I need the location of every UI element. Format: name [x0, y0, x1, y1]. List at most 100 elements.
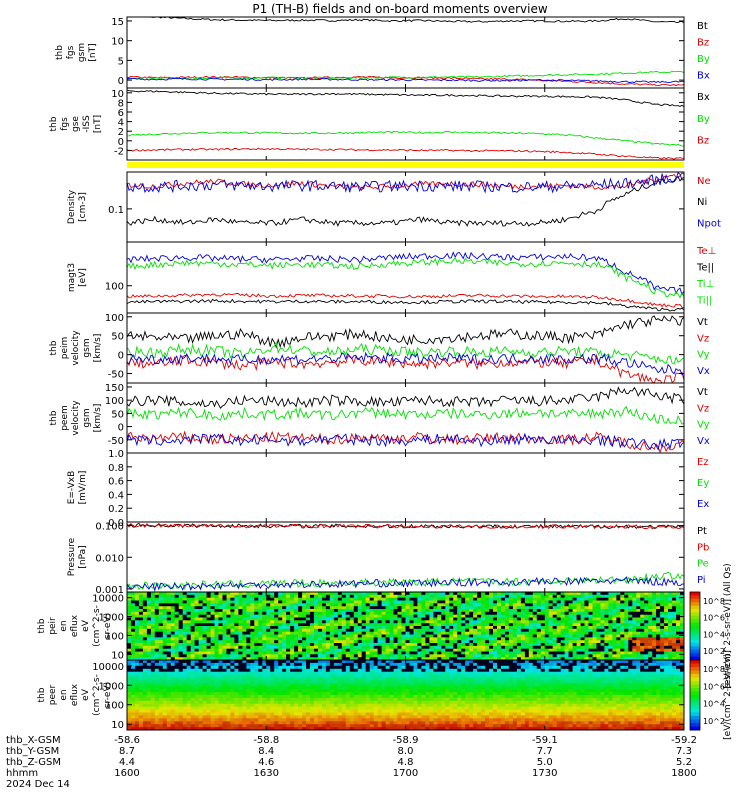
heatmap-cell: [135, 718, 140, 722]
heatmap-cell: [580, 634, 586, 638]
heatmap-cell: [333, 703, 339, 708]
heatmap-cell: [178, 651, 184, 655]
heatmap-cell: [135, 611, 140, 616]
heatmap-cell: [337, 692, 343, 696]
heatmap-cell: [676, 657, 681, 661]
heatmap-cell: [672, 628, 677, 633]
heatmap-cell: [489, 592, 494, 596]
heatmap-cell: [477, 643, 482, 647]
heatmap-cell: [381, 614, 387, 618]
heatmap-cell: [445, 617, 450, 621]
y-tick-label: 150: [105, 383, 124, 394]
heatmap-cell: [190, 594, 196, 599]
heatmap-cell: [150, 657, 156, 661]
heatmap-cell: [142, 662, 148, 667]
heatmap-cell: [668, 634, 673, 638]
heatmap-cell: [190, 654, 196, 658]
heatmap-cell: [385, 643, 391, 647]
heatmap-cell: [282, 645, 287, 650]
heatmap-cell: [528, 609, 534, 613]
heatmap-cell: [254, 648, 259, 652]
heatmap-cell: [246, 600, 251, 604]
heatmap-cell: [469, 637, 474, 641]
heatmap-cell: [254, 597, 259, 601]
heatmap-cell: [274, 651, 279, 655]
heatmap-cell: [170, 700, 176, 705]
heatmap-cell: [262, 592, 267, 596]
heatmap-cell: [146, 700, 152, 705]
heatmap-cell: [286, 692, 291, 696]
heatmap-cell: [266, 662, 271, 667]
legend-Vx: Vx: [697, 366, 710, 377]
heatmap-cell: [246, 709, 251, 713]
heatmap-cell: [361, 614, 367, 618]
heatmap-cell: [449, 626, 454, 630]
heatmap-cell: [660, 600, 665, 604]
heatmap-cell: [369, 634, 375, 638]
heatmap-cell: [512, 597, 518, 601]
heatmap-cell: [318, 623, 323, 627]
heatmap-cell: [206, 637, 212, 641]
heatmap-cell: [544, 631, 550, 635]
heatmap-cell: [278, 674, 283, 678]
heatmap-cell: [238, 609, 243, 613]
heatmap-cell: [369, 597, 375, 601]
heatmap-cell: [337, 614, 343, 618]
heatmap-cell: [127, 674, 132, 678]
heatmap-cell: [174, 721, 180, 725]
heatmap-cell: [353, 640, 359, 644]
heatmap-cell: [353, 651, 359, 655]
heatmap-cell: [592, 617, 597, 621]
heatmap-cell: [437, 592, 442, 596]
heatmap-cell: [628, 609, 633, 613]
heatmap-cell: [540, 617, 546, 621]
heatmap-cell: [588, 617, 593, 621]
heatmap-cell: [194, 648, 200, 652]
heatmap-cell: [127, 645, 132, 650]
heatmap-cell: [620, 609, 625, 613]
heatmap-cell: [449, 631, 454, 635]
heatmap-cell: [318, 643, 323, 647]
heatmap-cell: [282, 674, 287, 678]
heatmap-cell: [186, 697, 192, 702]
heatmap-cell: [310, 637, 315, 641]
heatmap-cell: [146, 623, 152, 627]
heatmap-cell: [302, 695, 307, 699]
heatmap-cell: [218, 718, 223, 722]
heatmap-cell: [302, 648, 307, 652]
heatmap-cell: [178, 623, 184, 627]
heatmap-cell: [497, 637, 502, 641]
heatmap-cell: [178, 709, 184, 713]
heatmap-cell: [270, 706, 275, 711]
heatmap-cell: [135, 721, 140, 725]
heatmap-cell: [365, 637, 371, 641]
heatmap-cell: [620, 623, 625, 627]
heatmap-cell: [572, 643, 578, 647]
heatmap-cell: [337, 689, 343, 693]
heatmap-cell: [226, 703, 231, 708]
heatmap-cell: [310, 709, 315, 713]
heatmap-cell: [664, 617, 669, 621]
heatmap-cell: [393, 597, 399, 601]
heatmap-cell: [576, 654, 582, 658]
heatmap-cell: [138, 709, 144, 713]
heatmap-cell: [397, 651, 402, 655]
heatmap-cell: [166, 697, 172, 702]
heatmap-cell: [234, 706, 239, 711]
heatmap-cell: [421, 603, 426, 607]
heatmap-cell: [318, 634, 323, 638]
heatmap-cell: [294, 609, 299, 613]
heatmap-cell: [453, 603, 458, 607]
heatmap-cell: [194, 643, 200, 647]
heatmap-cell: [218, 654, 223, 658]
heatmap-cell: [501, 594, 506, 599]
heatmap-cell: [322, 634, 327, 638]
heatmap-cell: [676, 640, 681, 644]
heatmap-cell: [600, 600, 605, 604]
heatmap-cell: [373, 617, 379, 621]
heatmap-cell: [652, 623, 657, 627]
heatmap-cell: [493, 648, 498, 652]
heatmap-cell: [481, 609, 486, 613]
heatmap-cell: [528, 637, 534, 641]
heatmap-cell: [620, 611, 625, 616]
